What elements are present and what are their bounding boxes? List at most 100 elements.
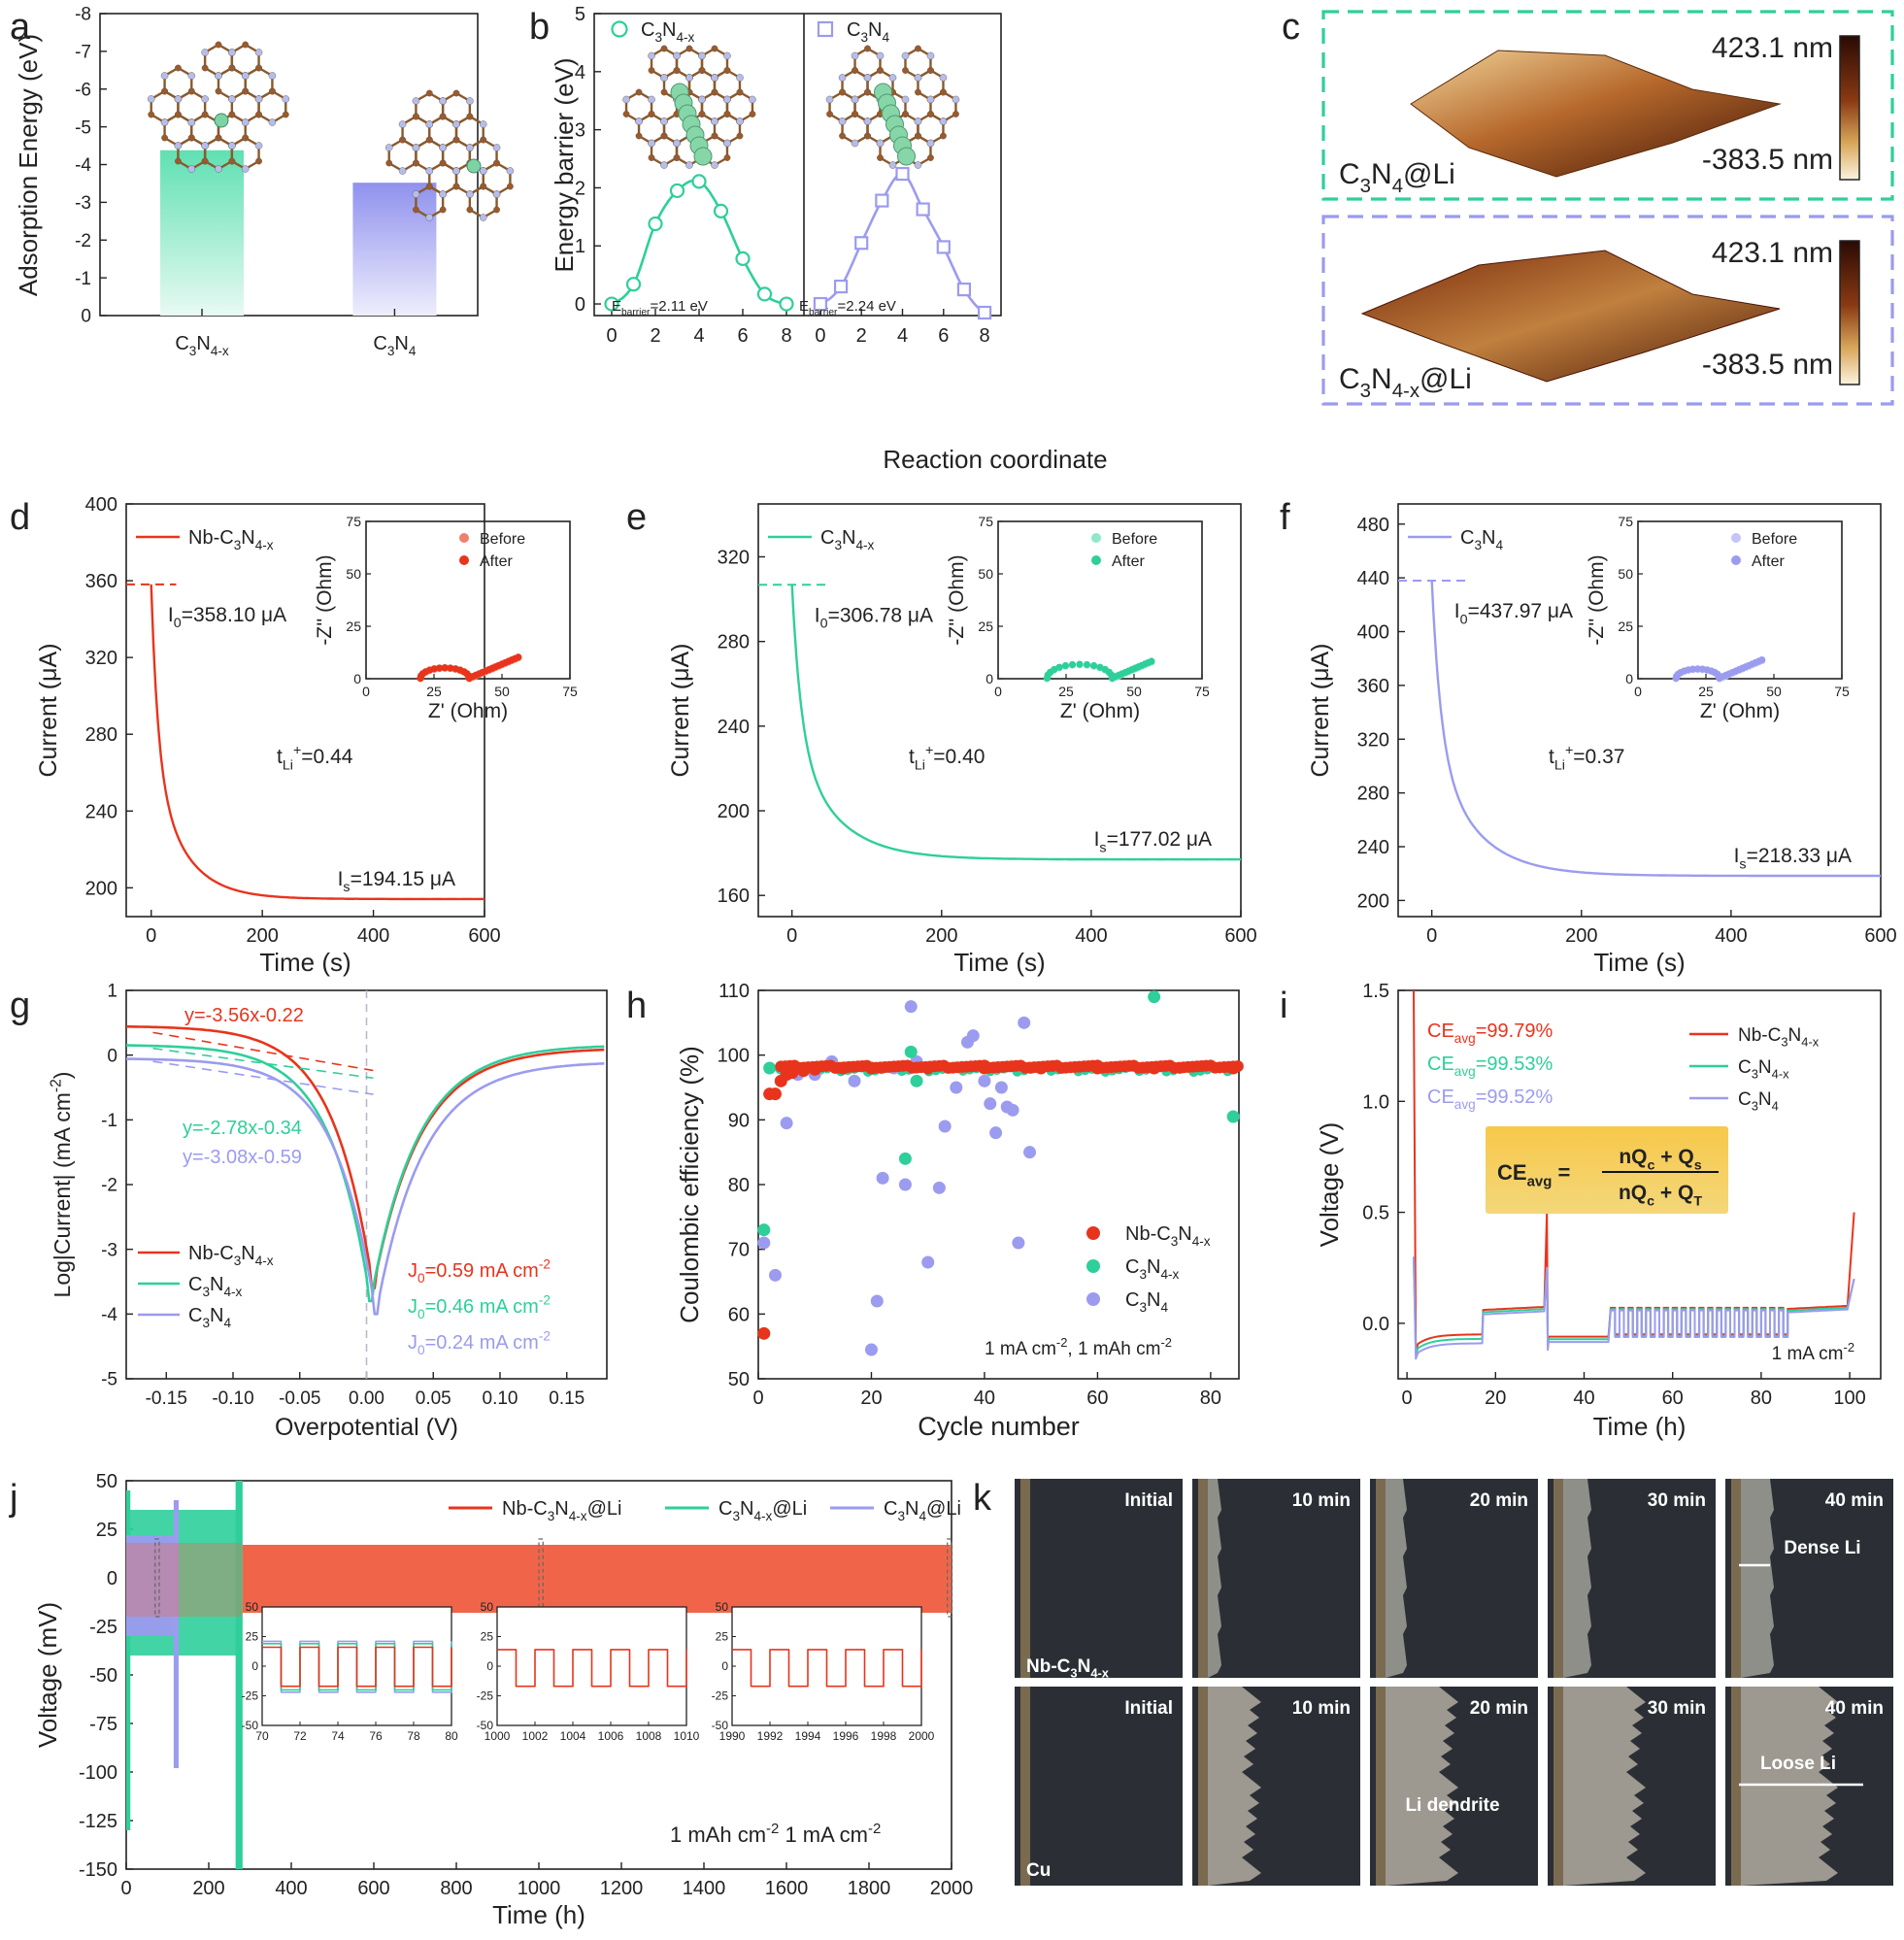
panel-h-point-C3N4 [994,1081,1008,1094]
panel-b-point [669,183,685,199]
panel-f-ylabel: Current (μA) [1307,643,1334,777]
molecule-atom [187,72,196,80]
panel-e-legend-label: C3N4-x [820,527,875,552]
panel-k-time-label: Initial [1124,1698,1173,1719]
panel-j-spike-C3N4 [173,1500,179,1768]
panel-letter-a: a [10,7,31,48]
panel-c-frame [1321,215,1894,406]
panel-d-inset-legend-marker [459,533,469,543]
panel-h-point-C3N4 [932,1181,946,1194]
panel-h-point-C3N4 [864,1343,878,1356]
panel-j-zoom-marker [947,1538,952,1618]
panel-e-inset-xtick-label: 25 [1058,684,1074,699]
panel-k-electrode [1198,1479,1208,1678]
panel-k-time-label: Initial [1124,1490,1173,1511]
panel-i-ytick-label: 0.5 [1362,1203,1389,1224]
molecule-atom [660,161,668,169]
panel-d-xtick-label: 600 [468,925,500,947]
panel-j-xtick-label: 1000 [518,1878,561,1899]
panel-j-inset-xtick-label: 72 [293,1729,307,1743]
panel-e-inset-point [1076,660,1084,668]
panel-j-inset-xtick-label: 2000 [909,1729,935,1743]
panel-i-legend-label: C3N4 [1738,1089,1779,1114]
panel-i-ce-label: CEavg=99.53% [1427,1054,1553,1079]
molecule-atom [241,165,250,173]
panel-letter-j: j [9,1478,17,1519]
panel-a-ytick-label: 0 [81,307,91,327]
panel-g-fit-label: y=-2.78x-0.34 [183,1118,302,1139]
molecule-atom [215,165,222,173]
panel-e-ytick-label: 320 [718,547,750,568]
panel-f-ytick-label: 200 [1357,890,1389,912]
panel-h-point-C3N4 [984,1097,997,1111]
panel-e-xtick-label: 400 [1075,925,1107,947]
molecule-atom [228,95,236,103]
panel-f-inset-axes [1637,520,1843,680]
panel-i-legend-label: C3N4-x [1738,1057,1789,1082]
molecule-atom [926,95,935,104]
panel-j-inset-ytick-label: -50 [242,1719,259,1732]
panel-e-xlabel: Time (s) [953,948,1045,977]
molecule-atom [492,190,501,198]
panel-f-inset-ytick-label: 0 [1625,671,1633,686]
panel-h-legend-marker [1086,1226,1100,1240]
panel-j-inset-xtick-label: 1008 [636,1729,662,1743]
panel-letter-c: c [1282,7,1300,48]
panel-e-inset-xlabel: Z' (Ohm) [1060,700,1140,722]
molecule-atom [228,157,236,165]
molecule-atom [749,95,756,104]
panel-e-inset-point [1061,661,1070,670]
panel-h-point-C3N4 [768,1268,782,1282]
panel-d-xlabel: Time (s) [259,948,351,977]
panel-e-inset-ylabel: -Z'' (Ohm) [946,554,968,645]
panel-b-legend-marker [611,20,628,38]
molecule-atom [452,136,460,144]
panel-c-sample-label: C3N4-x@Li [1339,363,1472,402]
panel-d-inset-xlabel: Z' (Ohm) [428,700,508,722]
panel-k-time-label: 10 min [1292,1698,1351,1719]
panel-i-voltage-curve-C3N4-x [1413,1256,1855,1355]
panel-b-point [779,296,794,312]
panel-j-condition: 1 mAh cm-2 1 mA cm-2 [670,1821,881,1847]
panel-d-ytick-label: 360 [85,571,117,592]
panel-j-inset-ytick-label: -25 [712,1689,729,1703]
molecule-atom [175,64,182,72]
panel-letter-g: g [10,986,30,1026]
panel-e-inset-point [1055,663,1063,671]
panel-letter-k: k [973,1478,992,1519]
panel-k-time-label: 30 min [1648,1698,1706,1719]
molecule-atom [851,51,859,60]
panel-f-is-label: Is=218.33 μA [1734,845,1852,872]
panel-b-ylabel: Energy barrier (eV) [550,57,579,272]
panel-j-inset-curve [732,1649,922,1688]
panel-g-xtick-label: 0.15 [549,1388,585,1409]
panel-j-band-Nb-C3N4-x-early [126,1543,243,1617]
panel-j-ytick-label: -125 [79,1811,117,1832]
panel-b-point [833,279,849,294]
panel-h-point-C3N4 [921,1255,935,1269]
molecule-atom [452,89,460,97]
panel-a-ylabel: Adsorption Energy (eV) [14,34,43,296]
panel-j-band-Nb-C3N4-x [242,1545,952,1613]
panel-d-xtick-label: 0 [146,925,156,947]
panel-d-inset-ytick-label: 0 [353,671,361,686]
molecule-atom [269,87,276,95]
panel-h-point-C3N4 [1018,1016,1031,1029]
molecule-atom [660,88,668,96]
molecule-atom [160,118,169,126]
molecule-atom [736,88,744,96]
molecule-atom [399,136,406,144]
panel-g-ytick-label: 0 [107,1046,117,1066]
panel-i-ylabel: Voltage (V) [1315,1122,1344,1248]
panel-a-molecule-2 [384,89,515,221]
molecule-atom [479,167,487,175]
panel-b-xtick-label: 0 [606,325,617,347]
molecule-atom [698,51,706,60]
panel-h-point-C3N4-x [757,1223,771,1237]
panel-h-ytick-label: 60 [728,1304,750,1325]
panel-b-ytick-label: 2 [575,178,585,199]
panel-k-dendrite-label: Li dendrite [1405,1795,1499,1816]
panel-e-inset-point [1068,660,1077,669]
panel-f-i0-label: I0=437.97 μA [1454,600,1573,627]
panel-k-li-deposit [1386,1479,1407,1678]
